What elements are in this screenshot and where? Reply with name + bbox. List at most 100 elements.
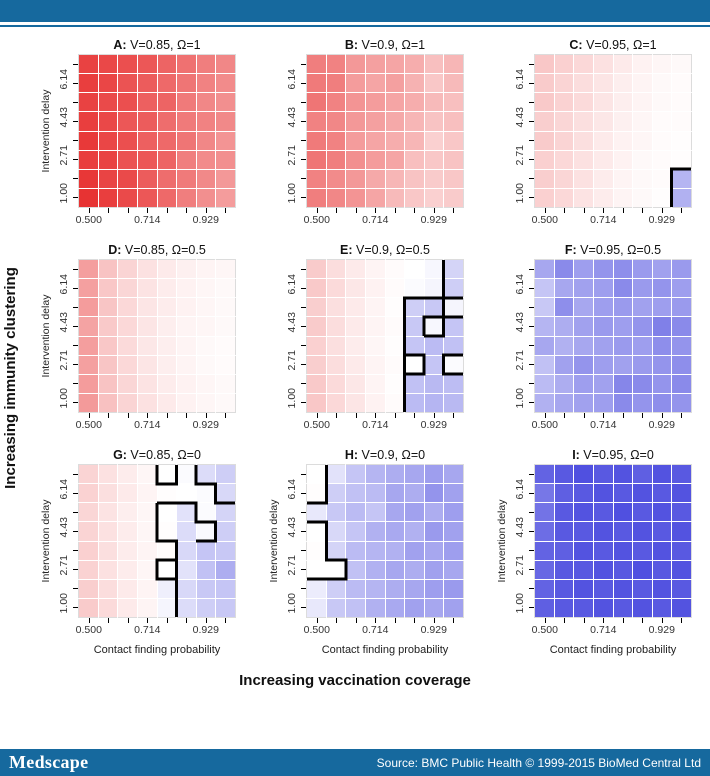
panel-a: A: V=0.85, Ω=1 Intervention delay 1.00 2.71…	[40, 37, 236, 228]
y-axis-gutter: 1.00 2.71 4.43 6.14	[510, 54, 534, 208]
x-axis-ticks	[534, 413, 692, 419]
heatmap-cell	[97, 392, 119, 414]
y-axis-gutter: 1.00 2.71 4.43 6.14	[510, 259, 534, 413]
heatmap-cell	[176, 168, 197, 189]
panel-i: I: V=0.95, Ω=0 Intervention delay 1.00 2.71…	[496, 447, 692, 658]
heatmap-cell	[215, 297, 236, 318]
heatmap-cell	[534, 111, 555, 132]
heatmap-cell	[117, 187, 138, 209]
heatmap-cell	[364, 53, 386, 75]
heatmap-cell	[215, 559, 236, 580]
heatmap-cell	[97, 149, 119, 170]
heatmap-cell	[534, 502, 555, 523]
y-tick-mark	[529, 159, 534, 160]
plot-area	[78, 258, 236, 414]
heatmap-cell	[97, 53, 119, 75]
heatmap-cell	[306, 73, 327, 94]
heatmap-cell	[632, 392, 653, 414]
heatmap-cell	[651, 168, 673, 189]
y-tick-label: 4.43	[286, 312, 298, 333]
heatmap-cell	[443, 92, 464, 113]
y-tick-mark	[529, 288, 534, 289]
heatmap-cell	[215, 111, 236, 132]
heatmap-cell	[306, 92, 327, 113]
heatmap-cell	[136, 73, 158, 94]
x-tick-mark	[186, 413, 188, 418]
panel-g: G: V=0.85, Ω=0 Intervention delay 1.00 2.71…	[40, 447, 236, 658]
y-axis-title: Intervention delay	[496, 464, 510, 618]
heatmap-cell	[592, 111, 614, 132]
heatmap-cell	[215, 149, 236, 170]
heatmap-e	[306, 258, 464, 414]
heatmap-cell	[534, 392, 555, 414]
heatmap-cell	[423, 483, 445, 504]
heatmap-cell	[553, 392, 575, 414]
panel-title: H: V=0.9, Ω=0	[344, 448, 426, 462]
heatmap-cells	[78, 53, 236, 209]
heatmap-cell	[176, 463, 197, 485]
x-tick-label: 0.500	[531, 419, 558, 431]
heatmap-cell	[384, 187, 406, 209]
x-tick-mark	[453, 208, 455, 213]
x-tick-mark	[642, 618, 644, 623]
y-tick-label: 1.00	[514, 183, 526, 204]
heatmap-cell	[612, 297, 634, 318]
heatmap-cell	[573, 297, 594, 318]
heatmap-cell	[384, 278, 406, 299]
heatmap-cell	[117, 168, 138, 189]
heatmap-cell	[443, 149, 464, 170]
heatmap-cell	[78, 597, 99, 619]
x-tick-label: 0.929	[420, 624, 447, 636]
heatmap-cell	[78, 53, 99, 75]
heatmap-cell	[345, 149, 366, 170]
heatmap-cell	[195, 373, 217, 394]
heatmap-cell	[671, 130, 692, 151]
x-tick-mark	[147, 618, 149, 623]
x-tick-mark	[681, 618, 683, 623]
heatmap-cell	[404, 130, 425, 151]
heatmap-cell	[423, 335, 445, 356]
y-tick-mark	[529, 569, 534, 570]
heatmap-cell	[156, 73, 178, 94]
heatmap-cell	[534, 130, 555, 151]
heatmap-cell	[97, 187, 119, 209]
heatmap-cell	[136, 483, 158, 504]
heatmap-cell	[136, 149, 158, 170]
heatmap-cell	[534, 354, 555, 375]
x-tick-mark	[433, 618, 435, 623]
heatmap-cell	[592, 502, 614, 523]
y-tick-mark	[529, 83, 534, 84]
heatmap-cell	[156, 578, 178, 599]
heatmap-cell	[364, 463, 386, 485]
heatmap-cell	[136, 392, 158, 414]
source-credit: Source: BMC Public Health © 1999-2015 Bi…	[376, 755, 701, 770]
heatmap-cell	[176, 297, 197, 318]
heatmap-cell	[345, 578, 366, 599]
heatmap-cell	[325, 111, 347, 132]
heatmap-cell	[651, 521, 673, 542]
heatmap-cell	[573, 73, 594, 94]
heatmap-cell	[553, 149, 575, 170]
heatmap-cell	[176, 578, 197, 599]
heatmap-cell	[195, 92, 217, 113]
heatmap-cell	[78, 92, 99, 113]
heatmap-cell	[443, 168, 464, 189]
heatmap-cell	[136, 559, 158, 580]
heatmap-cell	[176, 540, 197, 561]
heatmap-cell	[78, 483, 99, 504]
y-tick-mark	[301, 197, 306, 198]
heatmap-cell	[195, 297, 217, 318]
x-tick-mark	[453, 413, 455, 418]
heatmap-cell	[345, 502, 366, 523]
heatmap-cell	[553, 278, 575, 299]
heatmap-cell	[364, 111, 386, 132]
heatmap-cell	[117, 559, 138, 580]
y-tick-label: 6.14	[58, 69, 70, 90]
heatmap-cell	[632, 559, 653, 580]
heatmap-cell	[443, 278, 464, 299]
heatmap-cell	[136, 578, 158, 599]
heatmap-cell	[632, 149, 653, 170]
heatmap-cell	[651, 278, 673, 299]
panel-title: A: V=0.85, Ω=1	[113, 38, 201, 52]
heatmap-cell	[612, 130, 634, 151]
